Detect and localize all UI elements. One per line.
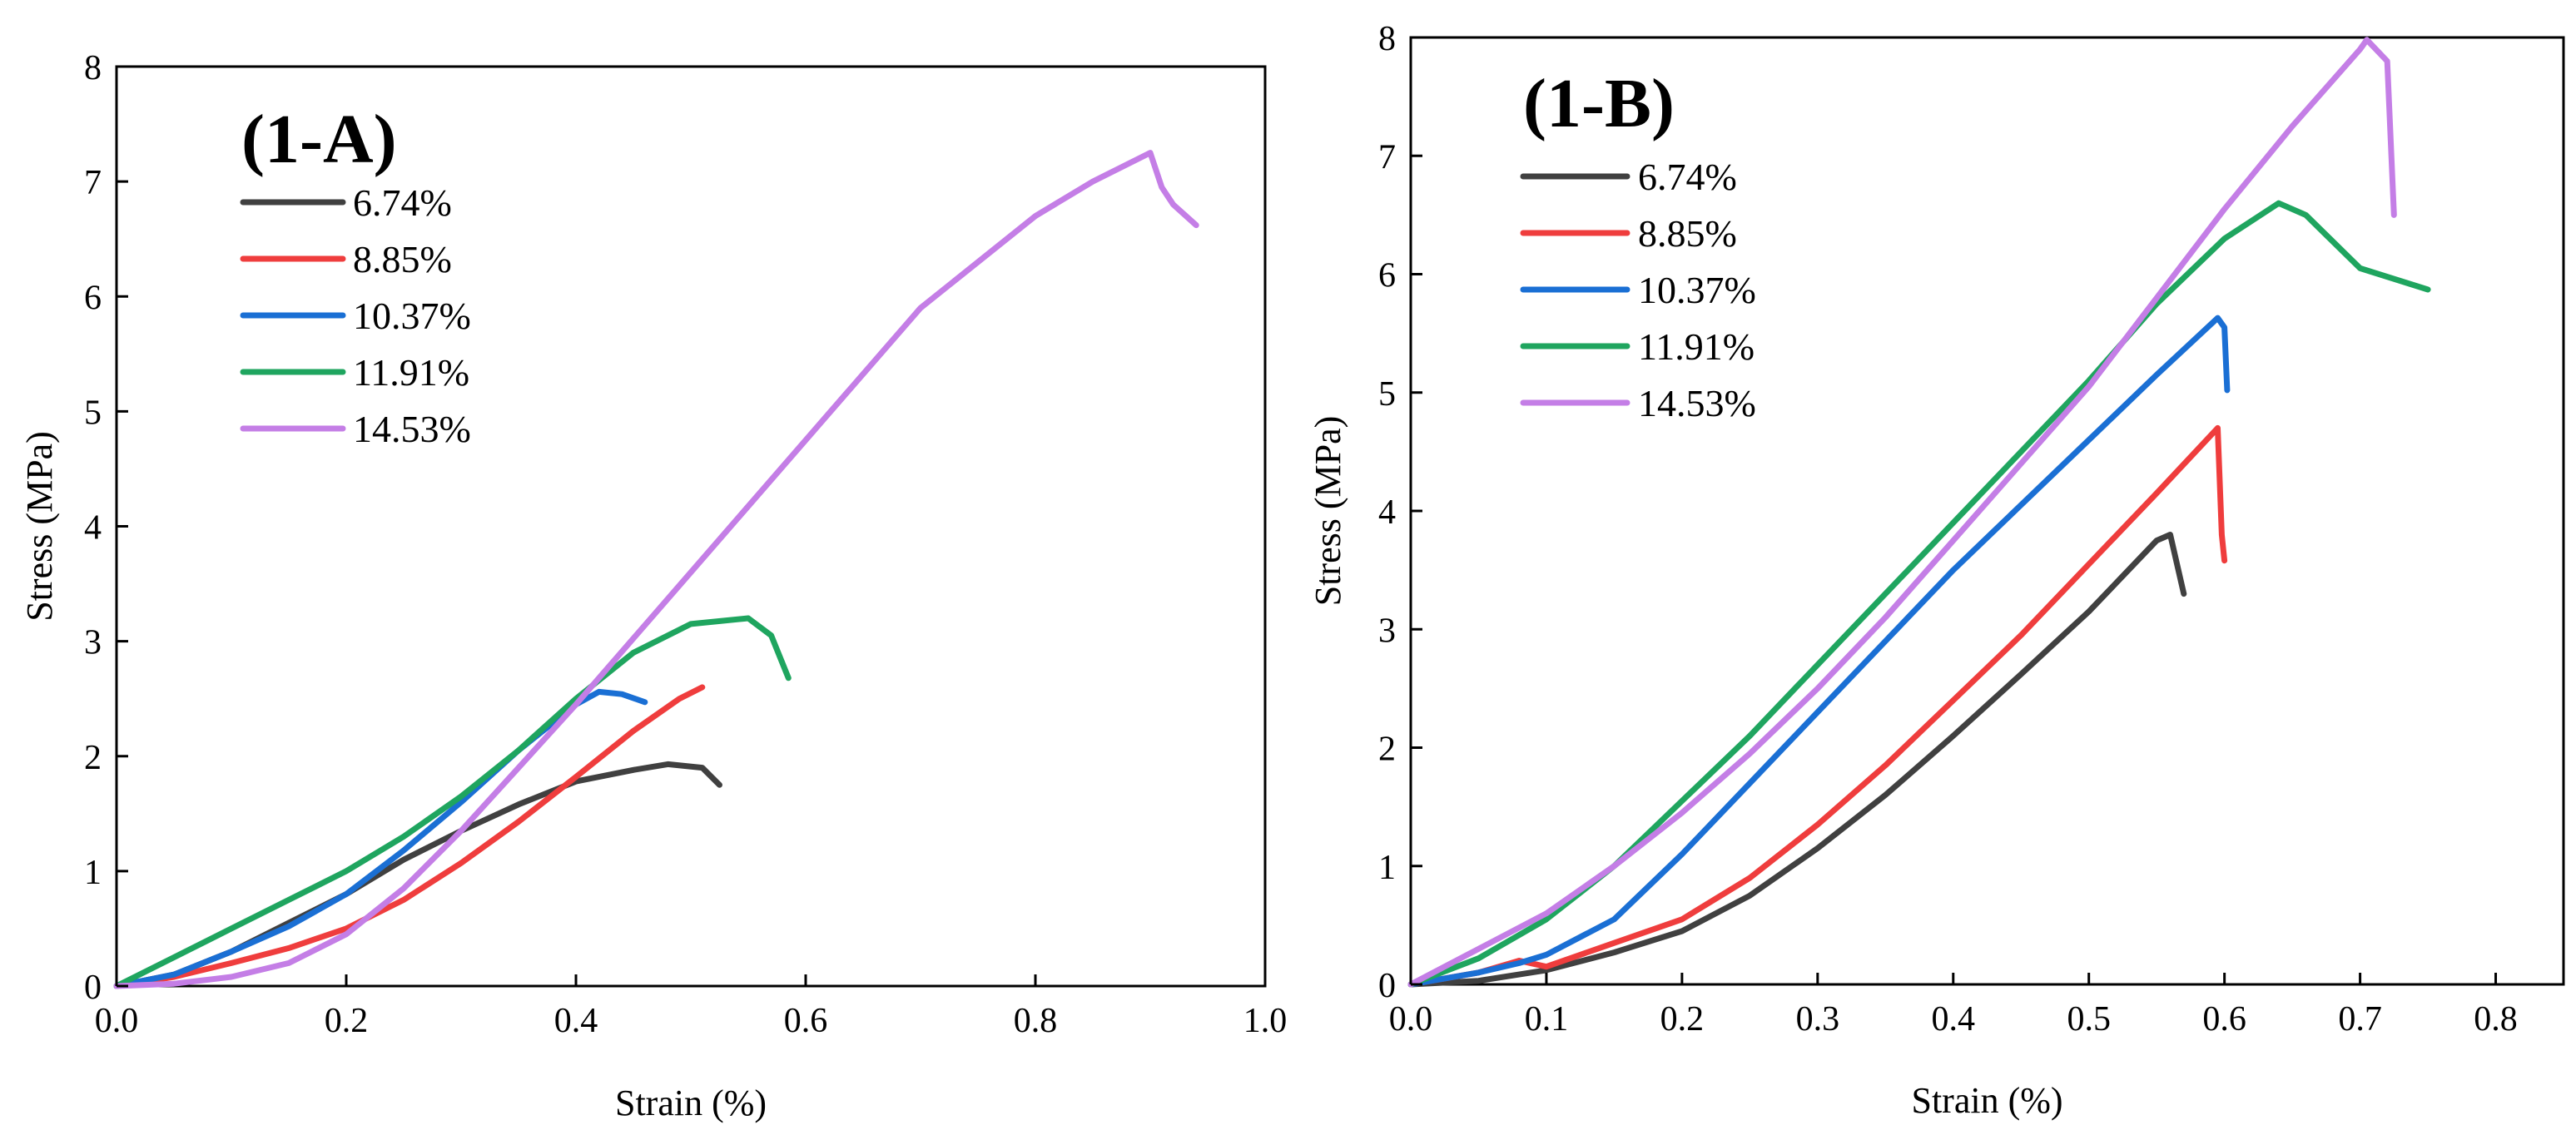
y-tick-label: 0	[84, 969, 102, 1007]
y-tick-label: 5	[84, 394, 102, 432]
x-tick-label: 0.0	[95, 1002, 139, 1040]
legend-label: 14.53%	[353, 408, 471, 450]
y-tick-label: 1	[84, 854, 102, 892]
x-tick-label: 0.2	[1660, 1000, 1705, 1038]
y-tick-label: 8	[1378, 20, 1396, 58]
panel-title: (1-B)	[1523, 65, 1675, 142]
series-line-1	[113, 684, 706, 989]
legend-label: 11.91%	[353, 351, 469, 394]
y-axis-title: Stress (MPa)	[1308, 416, 1348, 607]
x-axis-title: Strain (%)	[1911, 1080, 2062, 1121]
series-line-1	[1407, 424, 2228, 988]
legend-label: 10.37%	[1638, 269, 1756, 311]
series-line-0	[1407, 532, 2187, 988]
legend-label: 8.85%	[1638, 212, 1737, 255]
x-tick-label: 0.8	[2474, 1000, 2518, 1038]
legend-label: 6.74%	[1638, 156, 1737, 198]
x-tick-label: 0.4	[554, 1002, 598, 1040]
y-tick-label: 5	[1378, 375, 1396, 414]
y-tick-label: 3	[84, 624, 102, 662]
x-tick-label: 0.2	[325, 1002, 369, 1040]
legend-label: 8.85%	[353, 238, 452, 280]
y-tick-label: 3	[1378, 612, 1396, 650]
chart-panel-1a: 0.0 0.2 0.4 0.6 0.8 1.0 0 1 2 3 4 5 6 7 8 Strain (%) Str…	[19, 49, 1287, 1123]
y-tick-label: 6	[1378, 257, 1396, 295]
x-tick-label: 0.6	[2202, 1000, 2246, 1038]
legend-label: 6.74%	[353, 181, 452, 224]
x-tick-label: 0.3	[1796, 1000, 1840, 1038]
legend-label: 11.91%	[1638, 325, 1755, 368]
x-tick-label: 0.1	[1525, 1000, 1569, 1038]
y-tick-label: 2	[1378, 731, 1396, 769]
y-tick-label: 7	[84, 164, 102, 202]
y-tick-label: 0	[1378, 967, 1396, 1005]
x-tick-label: 0.4	[1932, 1000, 1976, 1038]
y-tick-label: 7	[1378, 138, 1396, 176]
legend-label: 10.37%	[353, 295, 471, 337]
x-tick-label: 0.7	[2338, 1000, 2382, 1038]
y-tick-label: 4	[84, 509, 102, 548]
x-tick-label: 0.6	[784, 1002, 828, 1040]
y-tick-label: 4	[1378, 493, 1396, 532]
x-tick-label: 0.8	[1014, 1002, 1058, 1040]
y-tick-label: 1	[1378, 849, 1396, 887]
series-line-4	[1407, 37, 2397, 988]
y-tick-label: 2	[84, 739, 102, 777]
series-line-2	[1407, 315, 2231, 988]
x-axis-title: Strain (%)	[615, 1083, 767, 1123]
series-line-2	[113, 688, 648, 989]
x-tick-label: 1.0	[1243, 1002, 1288, 1040]
y-tick-label: 6	[84, 279, 102, 317]
panel-title: (1-A)	[241, 101, 397, 178]
series-line-3	[113, 615, 792, 989]
y-tick-label: 8	[84, 49, 102, 87]
x-tick-label: 0.5	[2067, 1000, 2111, 1038]
y-axis-title: Stress (MPa)	[19, 431, 60, 622]
legend-label: 14.53%	[1638, 382, 1756, 424]
chart-panel-1b: 0.0 0.1 0.2 0.3 0.4 0.5 0.6 0.7 0.8 0 1 2 3 4 5 6 7 8 Stra…	[1308, 20, 2565, 1121]
x-tick-label: 0.0	[1389, 1000, 1433, 1038]
series-line-4	[113, 150, 1199, 989]
